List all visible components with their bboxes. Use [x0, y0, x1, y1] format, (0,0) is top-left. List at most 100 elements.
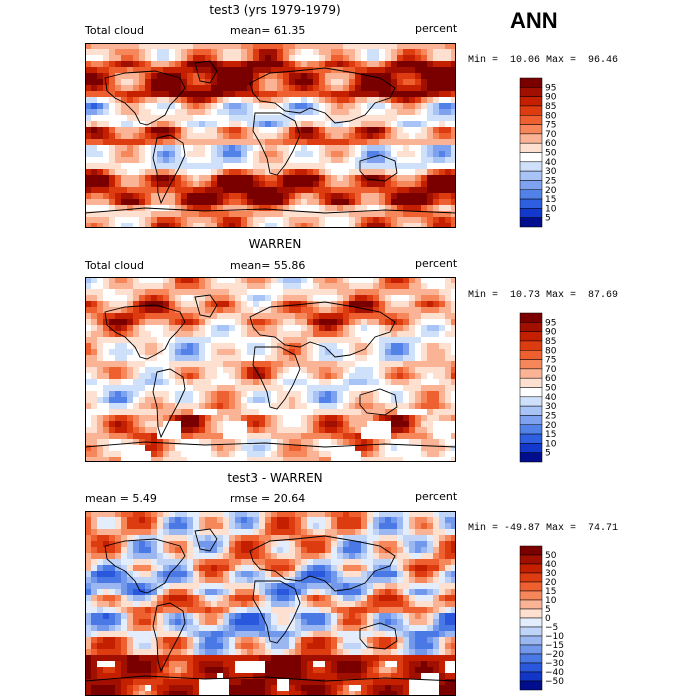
- colorbar-swatch: [519, 452, 543, 463]
- panel-3-rmse: rmse = 20.64: [230, 492, 306, 505]
- colorbar-label: 25: [545, 176, 556, 186]
- colorbar-label: 10: [545, 596, 557, 606]
- colorbar-label: 50: [545, 149, 557, 159]
- colorbar-label: 50: [545, 384, 557, 394]
- colorbar-label: 75: [545, 121, 556, 131]
- colorbar-swatch: [519, 340, 543, 351]
- colorbar-label: 15: [545, 195, 556, 205]
- colorbar-swatch: [519, 312, 543, 323]
- colorbar-swatch: [519, 590, 543, 601]
- colorbar-swatch: [519, 152, 543, 163]
- colorbar-swatch: [519, 617, 543, 628]
- colorbar-swatch: [519, 217, 543, 228]
- panel-3-title: test3 - WARREN: [227, 471, 323, 485]
- colorbar-label: 95: [545, 318, 556, 328]
- colorbar-label: 40: [545, 393, 557, 403]
- colorbar-label: 90: [545, 328, 557, 338]
- colorbar-label: 85: [545, 337, 556, 347]
- panel-2-minmax: Min = 10.73 Max = 87.69: [468, 290, 619, 301]
- colorbar-swatch: [519, 644, 543, 655]
- panel-2-mean: mean= 55.86: [230, 259, 306, 272]
- colorbar-label: 60: [545, 374, 557, 384]
- colorbar-label: 15: [545, 587, 556, 597]
- colorbar-label: −40: [545, 668, 564, 678]
- colorbar-swatch: [519, 545, 543, 556]
- colorbar-label: 40: [545, 158, 557, 168]
- colorbar-label: 30: [545, 569, 557, 579]
- colorbar-label: 10: [545, 204, 557, 214]
- colorbar-label: 5: [545, 605, 551, 615]
- colorbar-swatch: [519, 133, 543, 144]
- colorbar-swatch: [519, 405, 543, 416]
- panel-1-minmax: Min = 10.06 Max = 96.46: [468, 55, 619, 66]
- colorbar-label: 20: [545, 186, 557, 196]
- colorbar-swatch: [519, 161, 543, 172]
- colorbar-label: 0: [545, 614, 551, 624]
- colorbar-swatch: [519, 359, 543, 370]
- colorbar-swatch: [519, 599, 543, 610]
- colorbar-swatch: [519, 208, 543, 218]
- colorbar-label: 15: [545, 430, 556, 440]
- colorbar-label: 90: [545, 93, 557, 103]
- colorbar-swatch: [519, 142, 543, 153]
- colorbar-swatch: [519, 87, 543, 97]
- colorbar-swatch: [519, 180, 543, 190]
- colorbar-swatch: [519, 653, 543, 664]
- colorbar-swatch: [519, 572, 543, 583]
- colorbar-swatch: [519, 105, 543, 116]
- colorbar-swatch: [519, 443, 543, 453]
- colorbar-swatch: [519, 680, 543, 691]
- panel-1-map: [85, 43, 456, 228]
- colorbar-label: 5: [545, 214, 551, 224]
- colorbar-swatch: [519, 377, 543, 388]
- colorbar-swatch: [519, 124, 543, 135]
- colorbar-label: 30: [545, 167, 557, 177]
- colorbar-label: −50: [545, 677, 564, 687]
- colorbar-label: −5: [545, 623, 558, 633]
- panel-3-units: percent: [415, 490, 458, 503]
- colorbar-label: 75: [545, 356, 556, 366]
- panel-2-units: percent: [415, 257, 458, 270]
- colorbar-label: 70: [545, 365, 557, 375]
- colorbar-swatch: [519, 563, 543, 574]
- colorbar-label: 85: [545, 102, 556, 112]
- colorbar-label: 80: [545, 111, 557, 121]
- colorbar-label: 5: [545, 449, 551, 459]
- colorbar-swatch: [519, 77, 543, 88]
- season-label: ANN: [510, 8, 558, 33]
- panel-2-title: WARREN: [248, 237, 302, 251]
- colorbar-swatch: [519, 554, 543, 565]
- colorbar-label: −20: [545, 650, 564, 660]
- colorbar-label: 95: [545, 83, 556, 93]
- panel-1-mean: mean= 61.35: [230, 24, 306, 37]
- colorbar-swatch: [519, 662, 543, 673]
- colorbar-swatch: [519, 387, 543, 398]
- colorbar-swatch: [519, 331, 543, 342]
- colorbar-swatch: [519, 96, 543, 107]
- colorbar-label: 70: [545, 130, 557, 140]
- colorbar-swatch: [519, 635, 543, 646]
- colorbar-swatch: [519, 433, 543, 444]
- colorbar-label: 10: [545, 439, 557, 449]
- colorbar-swatch: [519, 626, 543, 637]
- colorbar-label: 60: [545, 139, 557, 149]
- colorbar-swatch: [519, 322, 543, 332]
- colorbar-swatch: [519, 368, 543, 379]
- colorbar-label: 30: [545, 402, 557, 412]
- colorbar-label: 40: [545, 560, 557, 570]
- colorbar-swatch: [519, 671, 543, 682]
- colorbar-label: 20: [545, 578, 557, 588]
- panel-2-map: [85, 277, 456, 462]
- colorbar-label: −10: [545, 632, 564, 642]
- colorbar-label: −30: [545, 659, 564, 669]
- colorbar-label: 80: [545, 346, 557, 356]
- colorbar-label: 20: [545, 421, 557, 431]
- colorbar-swatch: [519, 424, 543, 435]
- colorbar-swatch: [519, 189, 543, 200]
- colorbar-swatch: [519, 415, 543, 425]
- colorbar-swatch: [519, 115, 543, 125]
- panel-1-units: percent: [415, 22, 458, 35]
- panel-1-variable: Total cloud: [85, 24, 144, 37]
